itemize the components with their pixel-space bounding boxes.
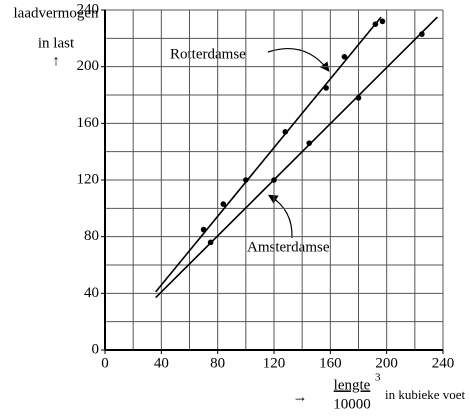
annotation-arrow xyxy=(267,194,293,239)
point xyxy=(379,18,386,25)
x-tick-label: 40 xyxy=(154,355,169,371)
y-label: ↑ xyxy=(52,53,60,69)
x-label: → xyxy=(293,389,308,405)
point xyxy=(341,53,348,60)
point xyxy=(220,201,227,207)
point xyxy=(419,31,425,37)
point xyxy=(372,21,379,27)
x-label: in kubieke voet xyxy=(385,387,466,402)
x-tick-label: 120 xyxy=(263,355,286,371)
annotation: Rotterdamse xyxy=(170,46,246,62)
y-tick-label: 80 xyxy=(84,228,99,244)
annotation-arrow xyxy=(267,48,330,72)
point xyxy=(306,140,313,146)
y-tick-label: 160 xyxy=(77,115,100,131)
y-tick-label: 200 xyxy=(77,58,100,74)
point xyxy=(323,85,329,91)
point xyxy=(282,129,289,135)
point xyxy=(207,239,214,246)
point xyxy=(200,226,207,233)
x-tick-label: 200 xyxy=(375,355,398,371)
y-label: in last xyxy=(38,35,75,51)
x-label: lengte xyxy=(334,377,371,393)
x-tick-label: 240 xyxy=(432,355,455,371)
annotation: Amsterdamse xyxy=(247,239,330,255)
fit-line xyxy=(155,16,382,293)
x-label: 3 xyxy=(375,372,381,384)
fit-line xyxy=(155,16,438,299)
point xyxy=(243,177,249,183)
y-tick-label: 0 xyxy=(92,341,100,357)
x-tick-label: 80 xyxy=(210,355,225,371)
y-tick-label: 120 xyxy=(77,171,100,187)
y-tick-label: 240 xyxy=(77,1,100,17)
point xyxy=(355,95,362,101)
x-label: 10000 xyxy=(333,396,371,412)
x-tick-label: 0 xyxy=(101,355,109,371)
point xyxy=(271,177,277,183)
y-label: laadvermogen xyxy=(14,5,99,21)
x-tick-label: 160 xyxy=(319,355,342,371)
y-tick-label: 40 xyxy=(84,285,99,301)
